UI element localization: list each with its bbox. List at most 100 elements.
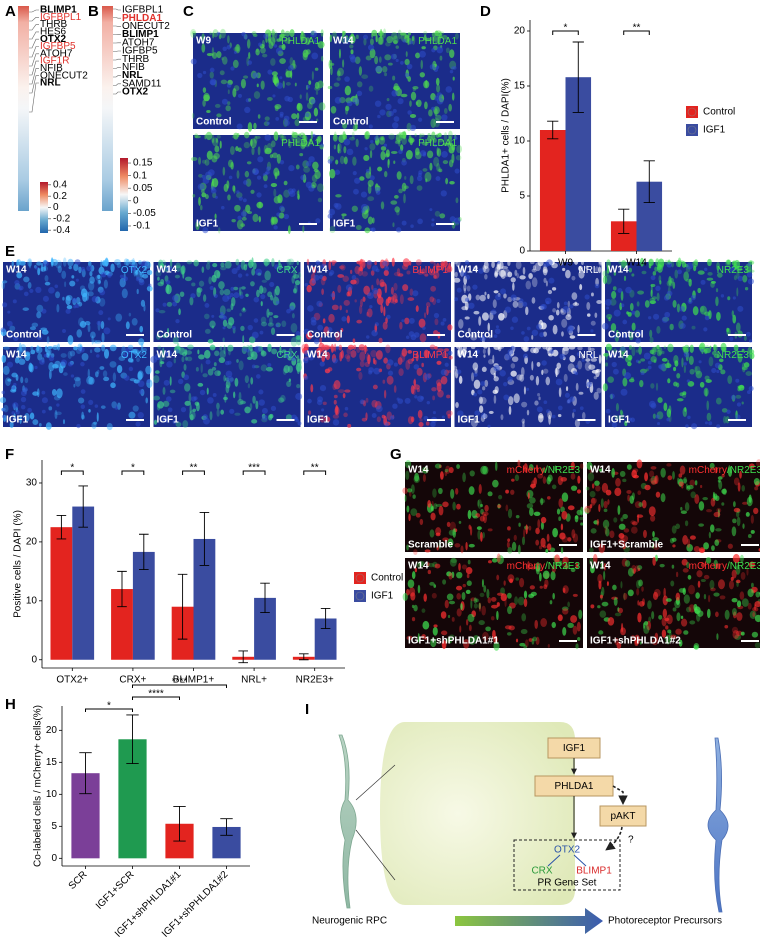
nucleus [65,309,70,314]
x-tick-label: NR2E3+ [296,675,334,686]
cell-signal [308,80,311,84]
cell-signal [381,201,384,209]
cell-signal [683,588,686,595]
nucleus [595,284,600,289]
cell-signal [625,560,630,567]
marker-text: BLIMP1 [412,265,448,276]
nucleus [86,265,92,271]
nucleus [605,299,612,306]
cell-signal [654,589,661,597]
y-tick-label: 0 [31,654,37,665]
cell-signal [288,365,293,372]
cell-signal [723,416,727,424]
cell-signal [694,366,697,373]
cell-signal [303,117,310,122]
nucleus [648,316,651,319]
nucleus [243,198,247,202]
cell-signal [334,395,338,399]
cell-signal [328,367,333,371]
cell-signal [189,410,196,420]
cell-signal [688,585,695,595]
cell-signal [390,200,397,204]
tile-time: W9 [196,36,211,47]
cell-signal [101,345,105,352]
cell-signal [524,386,526,394]
cell-signal [223,375,226,382]
cell-signal [54,396,61,401]
nucleus [237,123,243,129]
cell-signal [382,380,385,384]
cell-signal [521,402,527,408]
gene-link [113,67,121,68]
cell-signal [684,365,686,373]
nucleus [246,273,249,276]
nucleus [12,386,16,390]
cell-signal [32,419,38,425]
nucleus [441,151,448,158]
cell-signal [464,288,466,293]
cell-signal [370,38,374,45]
cell-signal [271,258,274,267]
cell-signal [507,593,512,599]
cell-signal [508,509,512,519]
cell-signal [70,350,75,356]
nucleus [443,318,447,322]
cell-signal [377,167,382,172]
cell-signal [606,490,612,496]
nucleus [275,324,278,327]
cell-signal [634,310,640,317]
cell-signal [650,337,654,343]
nucleus [374,136,379,141]
cell-signal [344,157,348,165]
nucleus [197,73,202,78]
gene-label: OTX2 [122,87,149,98]
nucleus [243,180,248,185]
y-tick-label: 0 [519,246,525,257]
nucleus [455,168,460,173]
nucleus [345,407,349,411]
cell-signal [270,154,273,158]
cell-signal [393,161,395,164]
cell-signal [656,492,660,498]
cell-signal [534,512,541,516]
nucleus [48,287,55,294]
cell-signal [689,356,694,365]
cell-signal [271,183,277,187]
nucleus [247,60,252,65]
cell-signal [384,390,386,399]
nucleus [385,104,391,110]
cell-signal [540,618,547,627]
nucleus [375,100,381,106]
micrograph: W14OTX2IGF1 [0,343,152,430]
cell-signal [90,349,92,353]
cell-signal [657,293,660,302]
nucleus [35,287,41,293]
cell-signal [430,261,434,264]
cell-signal [494,395,497,404]
nucleus [679,306,685,312]
cell-signal [364,227,370,233]
cell-signal [386,149,390,157]
cell-signal [418,422,423,427]
cell-signal [469,486,475,495]
y-axis-label: Positive cells / DAPI (%) [13,510,24,618]
cell-signal [207,151,213,160]
cell-signal [352,132,355,139]
nucleus [331,293,335,297]
cell-signal [275,286,280,296]
nucleus [606,306,609,309]
cell-signal [69,266,72,269]
cell-signal [432,488,436,497]
nucleus [333,419,339,425]
cell-signal [613,286,617,290]
nucleus [737,402,741,406]
nucleus [552,415,556,419]
cell-signal [400,294,404,304]
cell-signal [214,350,219,356]
cell-signal [530,375,534,381]
nucleus [34,366,37,369]
cell-signal [212,326,214,329]
cell-signal [184,364,187,371]
nucleus [412,290,418,296]
nucleus [376,405,383,412]
